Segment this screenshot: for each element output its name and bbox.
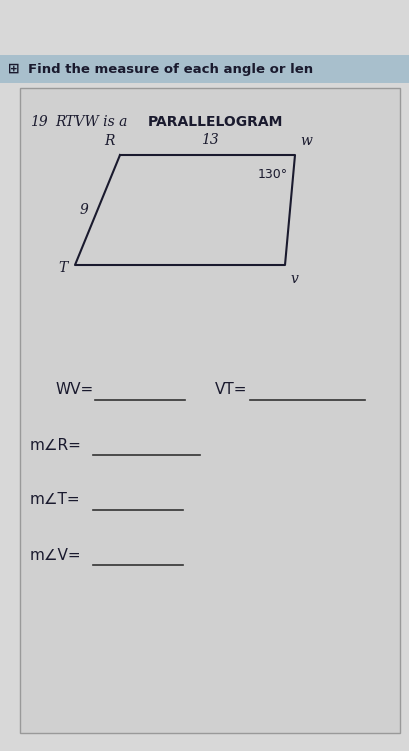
Text: m∠R=: m∠R= [30, 438, 82, 453]
Text: v: v [290, 272, 298, 286]
Text: w: w [300, 134, 312, 148]
Text: 9: 9 [79, 203, 88, 217]
Bar [0, 55, 409, 83]
Text: VT=: VT= [215, 382, 247, 397]
Text: RTVW is a: RTVW is a [55, 115, 132, 129]
Text: m∠V=: m∠V= [30, 547, 82, 562]
Text: ⊞: ⊞ [8, 62, 20, 76]
Text: m∠T=: m∠T= [30, 493, 81, 508]
Text: 130°: 130° [258, 168, 288, 181]
Text: R: R [105, 134, 115, 148]
Text: T: T [59, 261, 68, 275]
Text: PARALLELOGRAM: PARALLELOGRAM [148, 115, 283, 129]
Text: Find the measure of each angle or len: Find the measure of each angle or len [28, 62, 313, 76]
Text: 13: 13 [201, 133, 219, 147]
Text: WV=: WV= [55, 382, 93, 397]
Text: 19: 19 [30, 115, 48, 129]
Bar [20, 88, 400, 733]
